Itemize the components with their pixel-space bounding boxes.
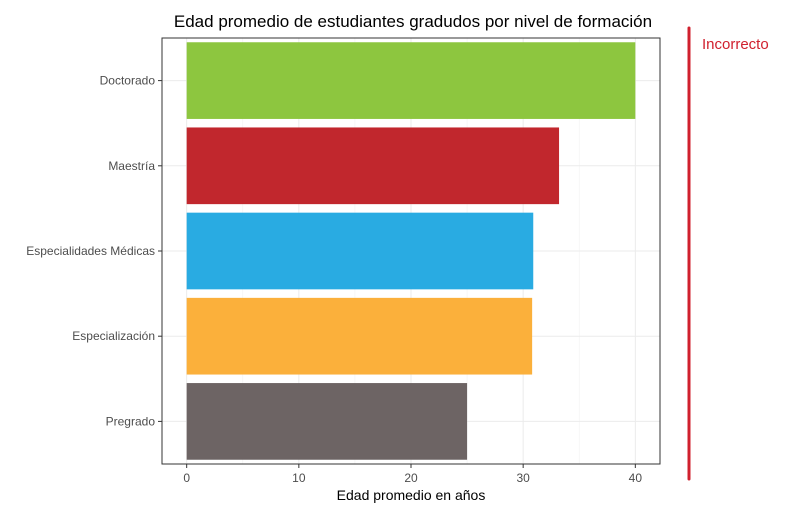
chart-title: Edad promedio de estudiantes gradudos po… [174,12,652,31]
bar [186,297,533,375]
bar [186,42,636,119]
y-tick-label: Doctorado [100,74,156,88]
bar [186,212,534,290]
x-tick-label: 30 [516,471,530,485]
x-tick-label: 20 [404,471,418,485]
y-tick-label: Especialización [72,329,155,343]
bar [186,127,560,205]
bars [186,42,636,460]
x-tick-label: 0 [183,471,190,485]
y-tick-label: Pregrado [106,414,156,428]
y-axis: Doctorado Maestría Especialidades Médicas E… [26,74,162,428]
annotation-label: Incorrecto [702,36,769,53]
x-tick-label: 40 [629,471,643,485]
x-axis-label: Edad promedio en años [337,487,486,503]
bar [186,383,468,460]
x-tick-label: 10 [292,471,306,485]
x-axis: 0 10 20 30 40 [183,464,642,485]
y-tick-label: Maestría [108,159,155,173]
y-tick-label: Especialidades Médicas [26,244,155,258]
